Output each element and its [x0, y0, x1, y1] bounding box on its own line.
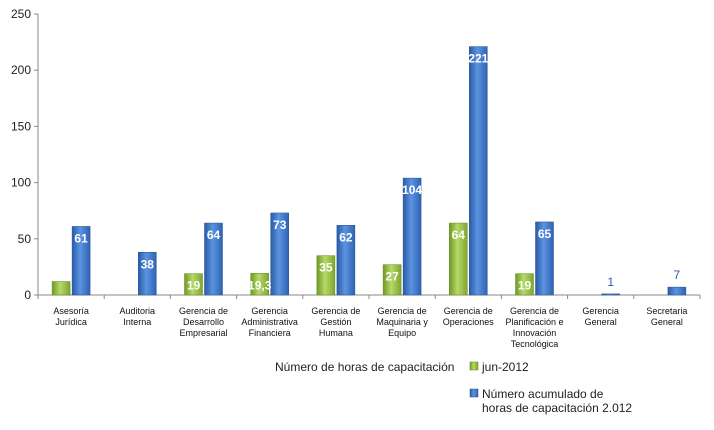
- x-category-label: Gerencia de Planificación e Innovación Tecn…: [505, 306, 563, 349]
- y-tick-label: 200: [11, 63, 31, 77]
- bar-acumulado-2012: [402, 177, 422, 296]
- x-category-label: Asesoría Jurídica: [53, 306, 89, 327]
- data-label: 19,3: [248, 278, 272, 292]
- x-category-label: Gerencia de Operaciones: [443, 306, 495, 327]
- data-label: 64: [452, 228, 466, 242]
- data-label: 7: [674, 268, 681, 282]
- bar-acumulado-2012: [270, 212, 289, 296]
- data-label: 62: [339, 230, 353, 244]
- bar-jun-2012: [316, 255, 336, 296]
- legend-title: Número de horas de capacitación: [275, 360, 454, 374]
- data-label: 38: [141, 257, 155, 271]
- axes: 0 50 100 150 200 250: [11, 7, 701, 302]
- y-tick-label: 50: [18, 232, 32, 246]
- x-category-label: Secretaria General: [646, 306, 687, 327]
- legend-entry: jun-2012: [481, 360, 529, 374]
- bar-acumulado-2012: [336, 225, 356, 296]
- data-labels-layer: 61 38 19 64 19,3 73 35 62 27 104 64 221 19 65 1 7: [74, 52, 680, 293]
- bar-acumulado-2012: [667, 286, 687, 296]
- legend-entry: Número acumulado de horas de capacitación…: [482, 387, 632, 415]
- y-tick-label: 100: [11, 176, 31, 190]
- category-labels-layer: Asesoría Jurídica Auditoria Interna Gerencia…: [53, 306, 687, 349]
- y-tick-label: 250: [11, 7, 31, 21]
- y-tick-label: 0: [24, 288, 31, 302]
- bar-acumulado-2012: [535, 221, 554, 296]
- data-label: 19: [187, 279, 201, 293]
- data-label: 73: [273, 218, 287, 232]
- bar-acumulado-2012: [469, 46, 488, 296]
- bar-jun-2012: [184, 273, 203, 296]
- x-category-label: Gerencia de Maquinaria y Equipo: [376, 306, 428, 338]
- data-label: 221: [468, 52, 488, 66]
- x-category-label: Auditoria Interna: [120, 306, 156, 327]
- bar-jun-2012: [250, 273, 269, 296]
- data-label: 35: [319, 261, 333, 275]
- x-category-label: Gerencia Administrativa Financiera: [241, 306, 298, 338]
- data-label: 19: [518, 279, 532, 293]
- bar-jun-2012: [51, 281, 71, 296]
- x-category-label: Gerencia de Gestión Humana: [311, 306, 360, 338]
- bar-acumulado-2012: [138, 252, 157, 296]
- data-label: 104: [402, 183, 422, 197]
- bar-jun-2012: [515, 273, 534, 296]
- bar-jun-2012: [382, 264, 402, 296]
- data-label: 61: [74, 231, 88, 245]
- data-label: 64: [207, 228, 221, 242]
- legend-swatch: [469, 388, 479, 398]
- data-label: 65: [538, 227, 552, 241]
- x-category-label: Gerencia de Desarrollo Empresarial: [179, 306, 228, 338]
- y-tick-label: 150: [11, 119, 31, 133]
- bar-acumulado-2012: [601, 293, 620, 296]
- bars-layer: [51, 46, 687, 296]
- x-category-label: Gerencia General: [582, 306, 619, 327]
- bar-jun-2012: [449, 222, 468, 296]
- data-label: 1: [607, 275, 614, 289]
- legend-swatch: [469, 361, 479, 371]
- data-label: 27: [385, 270, 399, 284]
- bar-acumulado-2012: [71, 226, 91, 296]
- bar-acumulado-2012: [204, 222, 223, 296]
- legend: Número de horas de capacitación jun-2012 N…: [275, 360, 632, 415]
